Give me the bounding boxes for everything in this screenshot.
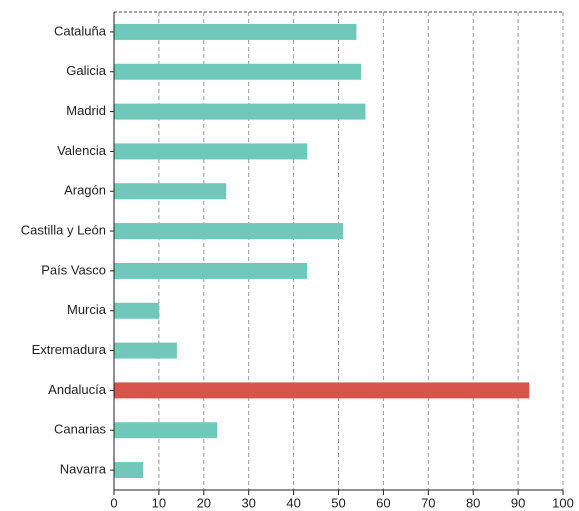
bar xyxy=(114,103,366,120)
bar xyxy=(114,143,308,160)
y-tick-label: Madrid xyxy=(66,103,106,118)
y-tick-label: Navarra xyxy=(60,462,107,477)
bar xyxy=(114,302,159,319)
x-tick-label: 10 xyxy=(152,495,166,510)
x-tick-label: 90 xyxy=(511,495,525,510)
bar xyxy=(114,63,361,80)
bar xyxy=(114,262,308,279)
x-tick-label: 20 xyxy=(197,495,211,510)
bar xyxy=(114,183,227,200)
y-tick-label: Andalucía xyxy=(48,382,107,397)
y-tick-label: Aragón xyxy=(64,183,106,198)
y-tick-label: Valencia xyxy=(57,143,107,158)
bar xyxy=(114,23,357,40)
x-tick-label: 0 xyxy=(110,495,117,510)
x-tick-label: 70 xyxy=(421,495,435,510)
bar xyxy=(114,342,177,359)
bar xyxy=(114,422,218,439)
bar xyxy=(114,382,530,399)
x-tick-label: 100 xyxy=(552,495,574,510)
x-tick-label: 50 xyxy=(331,495,345,510)
x-tick-label: 40 xyxy=(286,495,300,510)
y-tick-label: Cataluña xyxy=(54,23,107,38)
bar xyxy=(114,462,144,479)
x-tick-label: 30 xyxy=(241,495,255,510)
y-tick-label: País Vasco xyxy=(41,262,106,277)
y-tick-label: Murcia xyxy=(67,302,107,317)
y-tick-label: Canarias xyxy=(54,422,107,437)
bar xyxy=(114,223,343,240)
x-tick-label: 80 xyxy=(466,495,480,510)
x-tick-label: 60 xyxy=(376,495,390,510)
y-tick-label: Castilla y León xyxy=(21,223,106,238)
y-tick-label: Galicia xyxy=(66,63,107,78)
y-tick-label: Extremadura xyxy=(32,342,107,357)
